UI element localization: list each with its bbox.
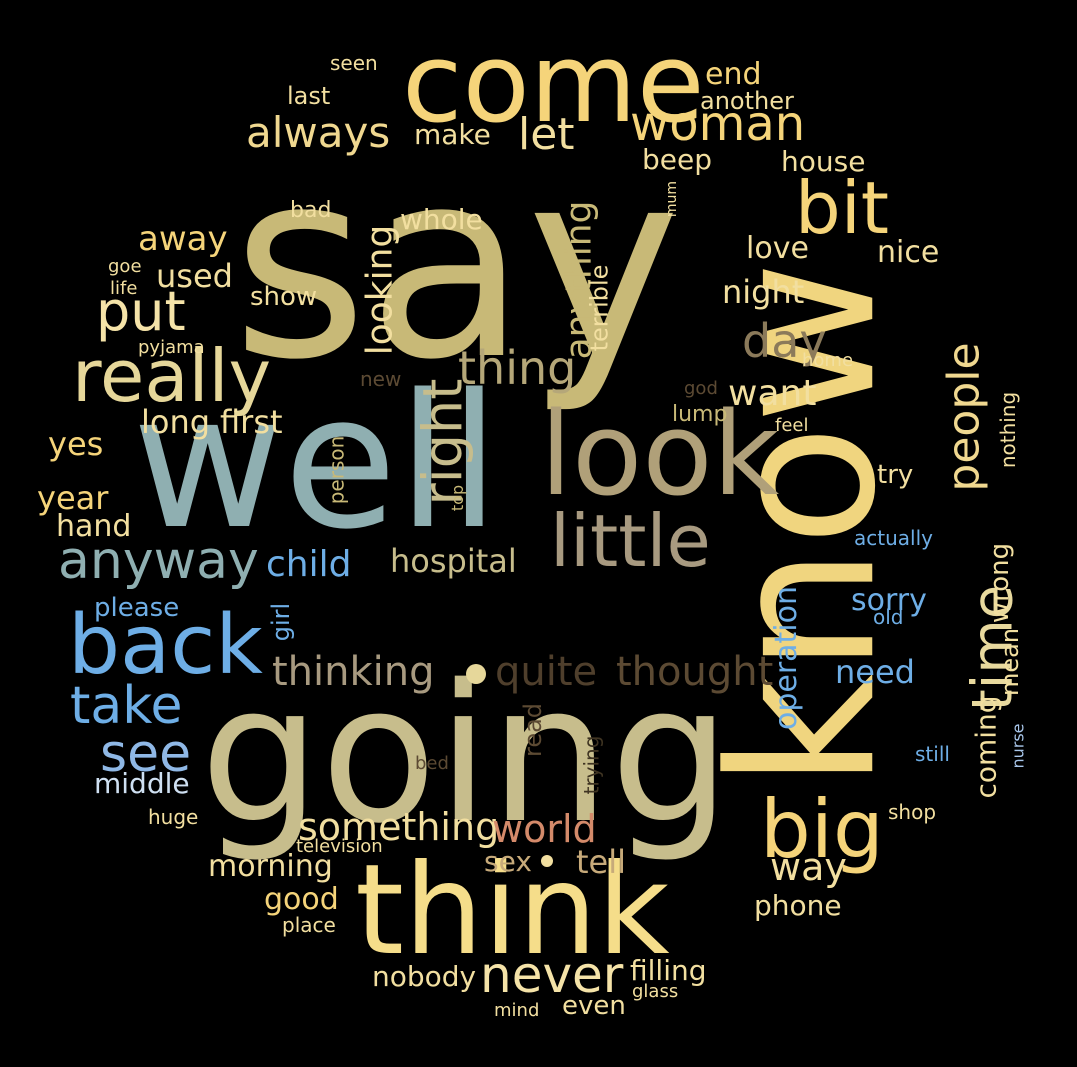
word-always: always (246, 108, 391, 157)
word-woman: woman (630, 96, 806, 152)
word-sorry: sorry (851, 583, 927, 618)
word-hospital: hospital (390, 542, 517, 580)
word-well: well (132, 354, 500, 570)
word-really: really (72, 334, 272, 418)
word-nothing: nothing (996, 391, 1021, 469)
word-long: long (141, 403, 211, 441)
word-people: people (938, 342, 990, 492)
word-thought: thought (616, 649, 774, 695)
word-goe: goe (108, 256, 142, 277)
word-mum: mum (664, 180, 681, 218)
word-year: year (37, 479, 109, 517)
word-show: show (250, 282, 318, 312)
word-even: even (562, 991, 626, 1021)
word-big: big (760, 783, 884, 876)
word-wrong: wrong (985, 542, 1016, 624)
word-pyjama: pyjama (138, 337, 205, 358)
word-phone: phone (754, 889, 842, 922)
word-morning: morning (208, 849, 333, 884)
word-looking: looking (359, 224, 401, 356)
word-try: try (877, 460, 914, 490)
word-nurse: nurse (1008, 723, 1028, 769)
word-back: back (68, 598, 263, 693)
word-trying: trying (579, 735, 604, 795)
word-filling: filling (630, 954, 707, 987)
word-night: night (722, 273, 805, 311)
word-home: home (802, 350, 854, 371)
word-first: first (220, 403, 283, 441)
word-lump: lump (672, 402, 728, 427)
word-shop: shop (888, 800, 937, 824)
word-life: life (110, 278, 138, 299)
word-another: another (700, 87, 794, 115)
word-girl: girl (267, 602, 296, 642)
word-yes: yes (48, 425, 104, 463)
word-world: world (492, 807, 597, 851)
word-nice: nice (877, 235, 940, 270)
word-bed: bed (415, 753, 449, 774)
word-take: take (70, 676, 183, 736)
word-want: want (728, 373, 817, 414)
word-seen: seen (330, 51, 378, 75)
word-little: little (550, 499, 711, 583)
word-love: love (746, 231, 809, 266)
word-coming: coming (969, 695, 1003, 799)
word-used: used (156, 257, 233, 295)
word-see: see (100, 724, 192, 784)
word-place: place (282, 913, 336, 937)
word-look: look (540, 388, 780, 522)
word-middle: middle (94, 767, 190, 800)
word-old: old (873, 605, 904, 629)
word-hand: hand (56, 509, 132, 544)
dot-mark (541, 855, 553, 867)
word-anyway: anyway (58, 531, 259, 591)
word-way: way (770, 845, 847, 889)
word-child: child (266, 544, 352, 585)
word-last: last (287, 82, 331, 110)
word-think: think (355, 838, 670, 983)
word-thing: thing (458, 341, 577, 395)
word-huge: huge (148, 805, 199, 829)
word-put: put (96, 280, 186, 343)
word-let: let (518, 109, 575, 160)
word-please: please (94, 593, 180, 623)
word-operation: operation (769, 585, 805, 731)
word-mind: mind (494, 1000, 540, 1021)
word-come: come (402, 19, 705, 147)
word-sex: sex (484, 845, 532, 878)
word-mean: mean (996, 627, 1025, 697)
word-still: still (915, 742, 950, 766)
word-god: god (684, 378, 718, 399)
word-thinking: thinking (272, 649, 435, 695)
word-person: person (324, 435, 349, 505)
word-feel: feel (775, 415, 809, 436)
word-tell: tell (576, 843, 627, 881)
dot-mark (466, 664, 486, 684)
word-make: make (414, 118, 491, 151)
word-end: end (705, 57, 762, 92)
word-need: need (835, 653, 915, 691)
word-glass: glass (632, 981, 679, 1002)
word-new: new (360, 367, 402, 391)
word-television: television (296, 836, 383, 857)
word-house: house (781, 145, 866, 178)
word-beep: beep (642, 143, 712, 176)
word-never: never (480, 946, 624, 1004)
word-nobody: nobody (372, 960, 477, 993)
word-something: something (298, 805, 500, 849)
word-away: away (138, 219, 228, 259)
word-read: read (519, 702, 548, 758)
word-bad: bad (290, 198, 332, 223)
word-say: say (232, 115, 681, 417)
word-good: good (264, 882, 339, 917)
word-actually: actually (854, 526, 933, 550)
word-quite: quite (495, 649, 598, 695)
word-bit: bit (795, 166, 889, 250)
word-whole: whole (400, 203, 483, 236)
word-terrible: terrible (585, 264, 614, 352)
word-going: going (200, 644, 731, 865)
word-day: day (742, 314, 827, 368)
word-top: top (448, 484, 468, 512)
